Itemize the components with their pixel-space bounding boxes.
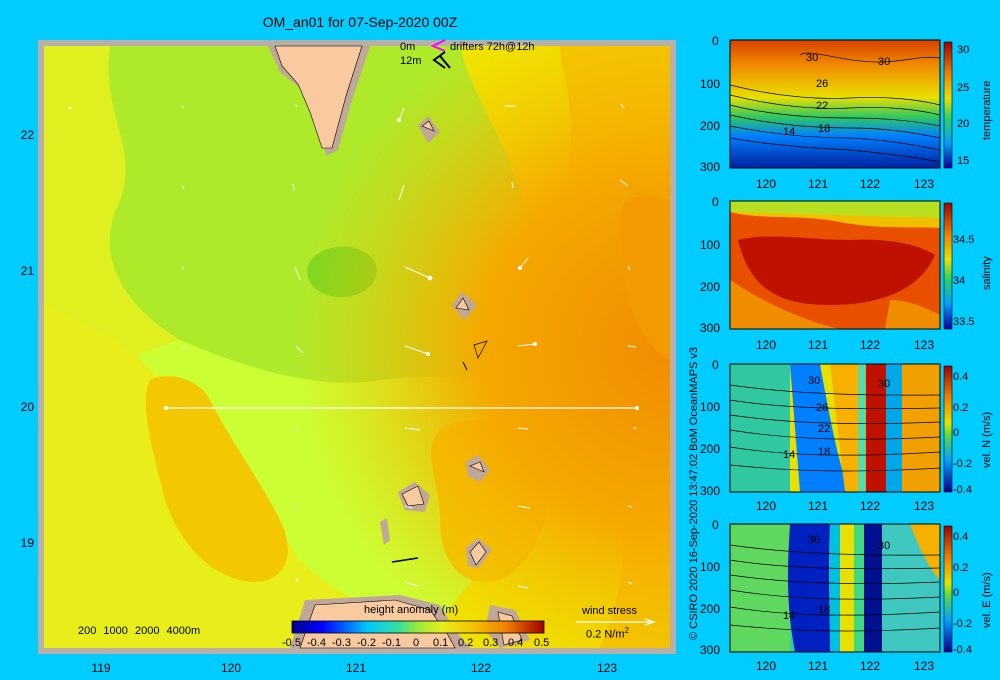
vel-e-panel [729,523,953,653]
vele-cb-0.2: 0.2 [953,562,969,574]
vele-cb-label: vel. E (m/s) [981,572,993,628]
veln-x-123: 123 [914,499,935,513]
vele-contour-14: 14 [783,610,796,622]
vele-y-100: 100 [700,560,721,574]
vele-y-0: 0 [712,518,719,532]
veln-y-200: 200 [700,442,721,456]
drifter-12m-symbol [432,51,451,69]
temp-contour-26: 26 [816,78,829,90]
sal-y-300: 300 [700,321,721,335]
drifter-0m-symbol [430,39,446,52]
vele-cb--0.4: -0.4 [953,644,972,656]
sal-y-100: 100 [700,238,721,252]
depth-legend: 200 1000 2000 4000m [78,625,201,637]
veln-x-121: 121 [808,499,829,513]
vele-contour-30b: 30 [878,540,891,552]
veln-contour-30a: 30 [808,375,821,387]
temp-cb-30: 30 [957,44,970,56]
temp-cb-20: 20 [957,118,970,130]
temp-y-200: 200 [700,119,721,133]
sal-cb-34: 34 [953,275,966,287]
temp-cb-25: 25 [957,82,970,94]
temp-contour-30a: 30 [806,52,819,64]
temp-x-122: 122 [860,177,881,191]
sal-cb-label: salinity [981,256,993,290]
map-title: OM_an01 for 07-Sep-2020 00Z [262,14,458,30]
vel-n-panel [729,363,953,493]
x-tick-122: 122 [470,661,492,675]
map-svg [38,39,676,654]
veln-y-0: 0 [712,358,719,372]
veln-cb-0.2: 0.2 [953,402,969,414]
temp-x-120: 120 [756,177,777,191]
y-tick-20: 20 [20,400,34,414]
vele-y-300: 300 [700,643,721,657]
temp-y-0: 0 [712,34,719,48]
vele-cb--0.2: -0.2 [953,618,972,630]
drifter-legend-label: drifters 72h@12h [450,41,535,53]
sal-cb-34.5: 34.5 [953,234,975,246]
y-tick-21: 21 [20,264,34,278]
temp-contour-14: 14 [783,126,796,138]
sal-x-120: 120 [756,338,777,352]
x-tick-121: 121 [345,661,367,675]
veln-contour-22: 22 [818,423,831,435]
wind-stress-label: wind stress [582,605,638,617]
temp-x-121: 121 [808,177,829,191]
temp-y-300: 300 [700,160,721,174]
colorbar [291,620,545,634]
vele-contour-18: 18 [818,604,831,616]
temp-contour-30b: 30 [878,56,891,68]
vele-y-200: 200 [700,602,721,616]
drifter-depth-0m: 0m [400,41,416,53]
temp-cb-15: 15 [957,155,970,167]
veln-x-120: 120 [756,499,777,513]
colorbar-label: height anomaly (m) [364,604,459,616]
credit-text: © CSIRO 2020 16-Sep-2020 13:47:02 BoM Oc… [688,346,700,640]
temp-cb-label: temperature [981,80,993,140]
x-tick-123: 123 [596,661,618,675]
veln-contour-26: 26 [816,402,829,414]
veln-contour-14: 14 [783,449,796,461]
veln-y-100: 100 [700,400,721,414]
wind-scale-arrow [576,618,656,626]
veln-cb-0: 0 [953,427,960,439]
veln-cb-0.4: 0.4 [953,371,969,383]
wind-arrows [68,103,637,589]
veln-cb--0.2: -0.2 [953,458,972,470]
sal-x-123: 123 [914,338,935,352]
sal-cb-33.5: 33.5 [953,316,975,328]
vele-cb-0: 0 [953,587,960,599]
sections-svg [729,39,953,653]
veln-contour-30b: 30 [878,378,891,390]
x-tick-119: 119 [91,661,111,675]
veln-contour-18: 18 [818,446,831,458]
veln-x-122: 122 [860,499,881,513]
vele-contour-30a: 30 [808,534,821,546]
wind-scale-label: 0.2 N/m2 [586,626,629,641]
sal-y-200: 200 [700,280,721,294]
temperature-panel [729,39,953,169]
salinity-panel [729,200,953,330]
sal-x-121: 121 [808,338,829,352]
y-tick-22: 22 [20,128,34,142]
map-field [44,46,670,648]
sal-y-0: 0 [712,195,719,209]
vele-x-120: 120 [756,659,777,673]
temp-x-123: 123 [914,177,935,191]
drifter-depth-12m: 12m [400,55,422,67]
vele-x-121: 121 [808,659,829,673]
temp-contour-18: 18 [818,123,831,135]
vele-cb-0.4: 0.4 [953,531,969,543]
vele-x-123: 123 [914,659,935,673]
temp-y-100: 100 [700,77,721,91]
veln-cb-label: vel. N (m/s) [981,411,993,468]
veln-y-300: 300 [700,484,721,498]
y-tick-19: 19 [20,536,34,550]
temp-contour-22: 22 [816,100,829,112]
x-tick-120: 120 [220,661,242,675]
sal-x-122: 122 [860,338,881,352]
veln-cb--0.4: -0.4 [953,484,972,496]
vele-x-122: 122 [860,659,881,673]
